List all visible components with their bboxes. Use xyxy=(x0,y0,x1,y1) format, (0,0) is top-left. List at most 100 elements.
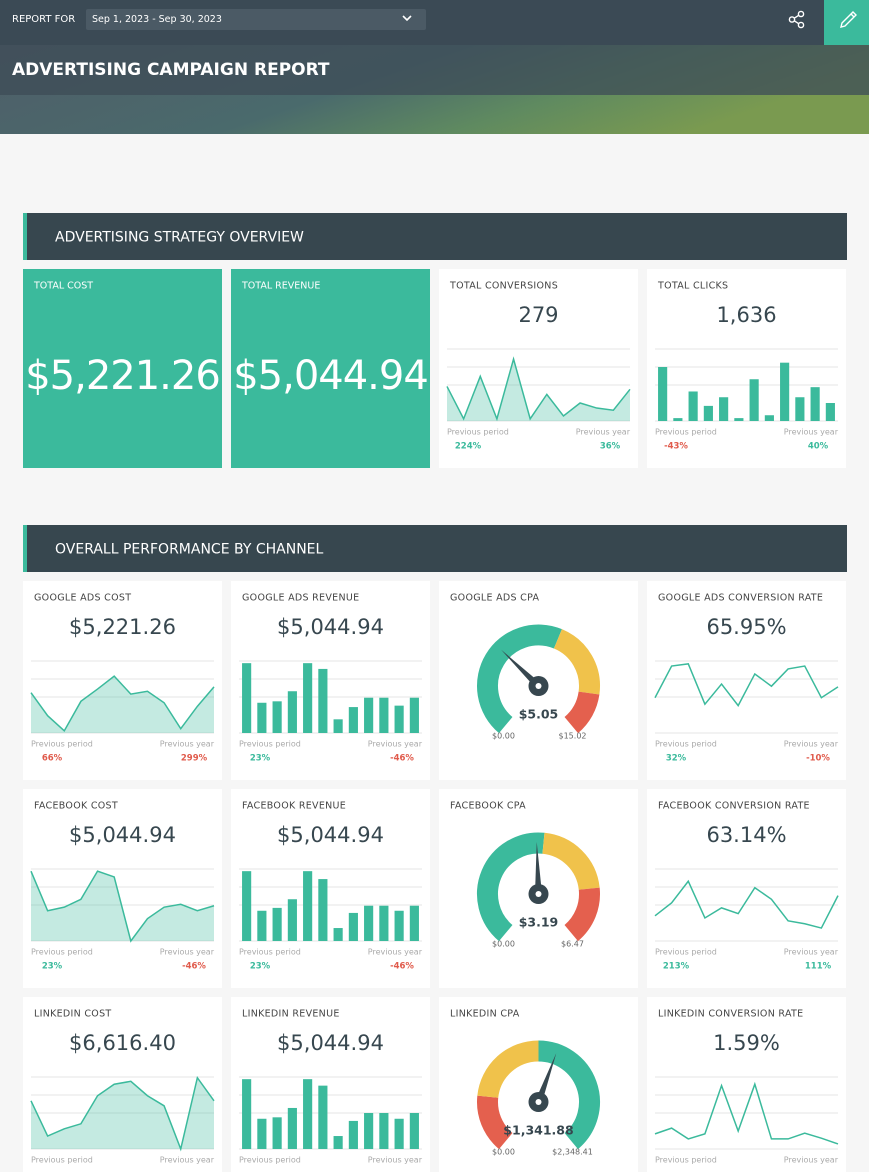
gauge-min: $0.00 xyxy=(492,940,515,949)
widget-card xyxy=(439,269,638,468)
bar xyxy=(318,879,328,941)
bar xyxy=(272,907,282,941)
gauge-value: $1,341.88 xyxy=(503,1123,573,1138)
area xyxy=(31,871,214,941)
bar xyxy=(272,701,282,733)
comparison-label: Previous year xyxy=(368,740,423,749)
kpi-card xyxy=(23,269,222,468)
kpi-value: $5,044.94 xyxy=(69,823,176,847)
bar xyxy=(303,871,313,941)
bar xyxy=(364,1113,374,1149)
bar xyxy=(348,1120,358,1149)
kpi-value: $5,044.94 xyxy=(277,615,384,639)
area xyxy=(31,1077,214,1149)
bar xyxy=(348,707,358,733)
bar xyxy=(348,912,358,941)
share-icon[interactable] xyxy=(788,10,805,29)
comparison-label: Previous period xyxy=(239,948,301,957)
gauge-needle xyxy=(501,649,541,689)
kpi-value: 279 xyxy=(518,303,558,327)
comparison-label: Previous year xyxy=(368,948,423,957)
comparison-label: Previous period xyxy=(31,1156,93,1165)
gauge-needle xyxy=(535,842,542,895)
comparison-label: Previous year xyxy=(784,740,839,749)
card-title: FACEBOOK CPA xyxy=(450,801,526,812)
card-title: TOTAL CLICKS xyxy=(657,281,728,292)
gauge-band xyxy=(477,832,545,942)
needle-hub-center xyxy=(535,1099,542,1105)
comparison-label: Previous period xyxy=(31,740,93,749)
comparison-label: Previous year xyxy=(576,428,631,437)
comparison-label: Previous year xyxy=(368,1156,423,1165)
comparison-value: -46% xyxy=(390,962,414,972)
bar xyxy=(242,663,252,733)
widget-card xyxy=(231,581,430,780)
area xyxy=(31,676,214,733)
comparison-label: Previous period xyxy=(655,1156,717,1165)
section-header xyxy=(23,525,847,572)
section-accent xyxy=(23,213,27,260)
gauge-band xyxy=(477,1095,513,1150)
edit-button[interactable] xyxy=(824,0,869,45)
card-title: GOOGLE ADS REVENUE xyxy=(242,593,359,604)
card-title: LINKEDIN CONVERSION RATE xyxy=(658,1009,803,1020)
bar xyxy=(379,697,389,733)
kpi-value: 63.14% xyxy=(706,823,786,847)
gauge-band xyxy=(477,624,562,734)
bar xyxy=(394,1118,404,1149)
gauge-band xyxy=(553,629,600,695)
area xyxy=(447,359,630,421)
line xyxy=(30,675,215,733)
big-value: $5,044.94 xyxy=(233,353,428,399)
line xyxy=(446,356,631,422)
comparison-value: 111% xyxy=(805,962,832,972)
card-title: TOTAL COST xyxy=(33,281,93,292)
comparison-value: 23% xyxy=(250,754,271,764)
card-title: FACEBOOK CONVERSION RATE xyxy=(658,801,810,812)
edit-icon[interactable] xyxy=(840,11,857,28)
comparison-label: Previous year xyxy=(784,1156,839,1165)
bar xyxy=(272,1117,282,1149)
title-band xyxy=(0,45,869,95)
bar xyxy=(242,1079,252,1149)
widget-card xyxy=(231,789,430,988)
card-title: GOOGLE ADS COST xyxy=(34,593,131,604)
widget-card xyxy=(23,997,222,1172)
comparison-value: 213% xyxy=(663,962,690,972)
comparison-label: Previous period xyxy=(31,948,93,957)
widget-card xyxy=(23,789,222,988)
bar xyxy=(364,697,374,733)
comparison-value: -46% xyxy=(390,754,414,764)
comparison-value: 66% xyxy=(42,754,63,764)
date-range[interactable]: Sep 1, 2023 - Sep 30, 2023 xyxy=(92,14,222,25)
bar xyxy=(734,418,744,421)
comparison-value: -10% xyxy=(806,754,830,764)
section-header xyxy=(23,213,847,260)
gauge-max: $6.47 xyxy=(561,940,584,949)
comparison-value: -46% xyxy=(182,962,206,972)
card-title: LINKEDIN COST xyxy=(34,1009,112,1020)
comparison-label: Previous year xyxy=(784,948,839,957)
gauge-value: $5.05 xyxy=(519,707,559,722)
comparison-value: 224% xyxy=(455,442,482,452)
bar xyxy=(673,418,683,421)
date-select[interactable] xyxy=(86,9,426,30)
comparison-value: -43% xyxy=(664,442,688,452)
line xyxy=(30,870,215,943)
gauge-needle xyxy=(535,1053,557,1104)
bar xyxy=(257,1118,267,1149)
comparison-value: 299% xyxy=(181,754,208,764)
bar xyxy=(333,719,343,733)
comparison-label: Previous period xyxy=(239,740,301,749)
bar xyxy=(364,905,374,941)
bar xyxy=(333,928,343,941)
kpi-value: $5,044.94 xyxy=(277,1031,384,1055)
big-value: $5,221.26 xyxy=(25,353,220,399)
chevron-icon[interactable] xyxy=(402,15,412,22)
comparison-label: Previous period xyxy=(447,428,509,437)
bar xyxy=(719,397,729,421)
gauge-value: $3.19 xyxy=(519,915,559,930)
report-title: ADVERTISING CAMPAIGN REPORT xyxy=(12,60,330,80)
kpi-value: 1.59% xyxy=(713,1031,780,1055)
